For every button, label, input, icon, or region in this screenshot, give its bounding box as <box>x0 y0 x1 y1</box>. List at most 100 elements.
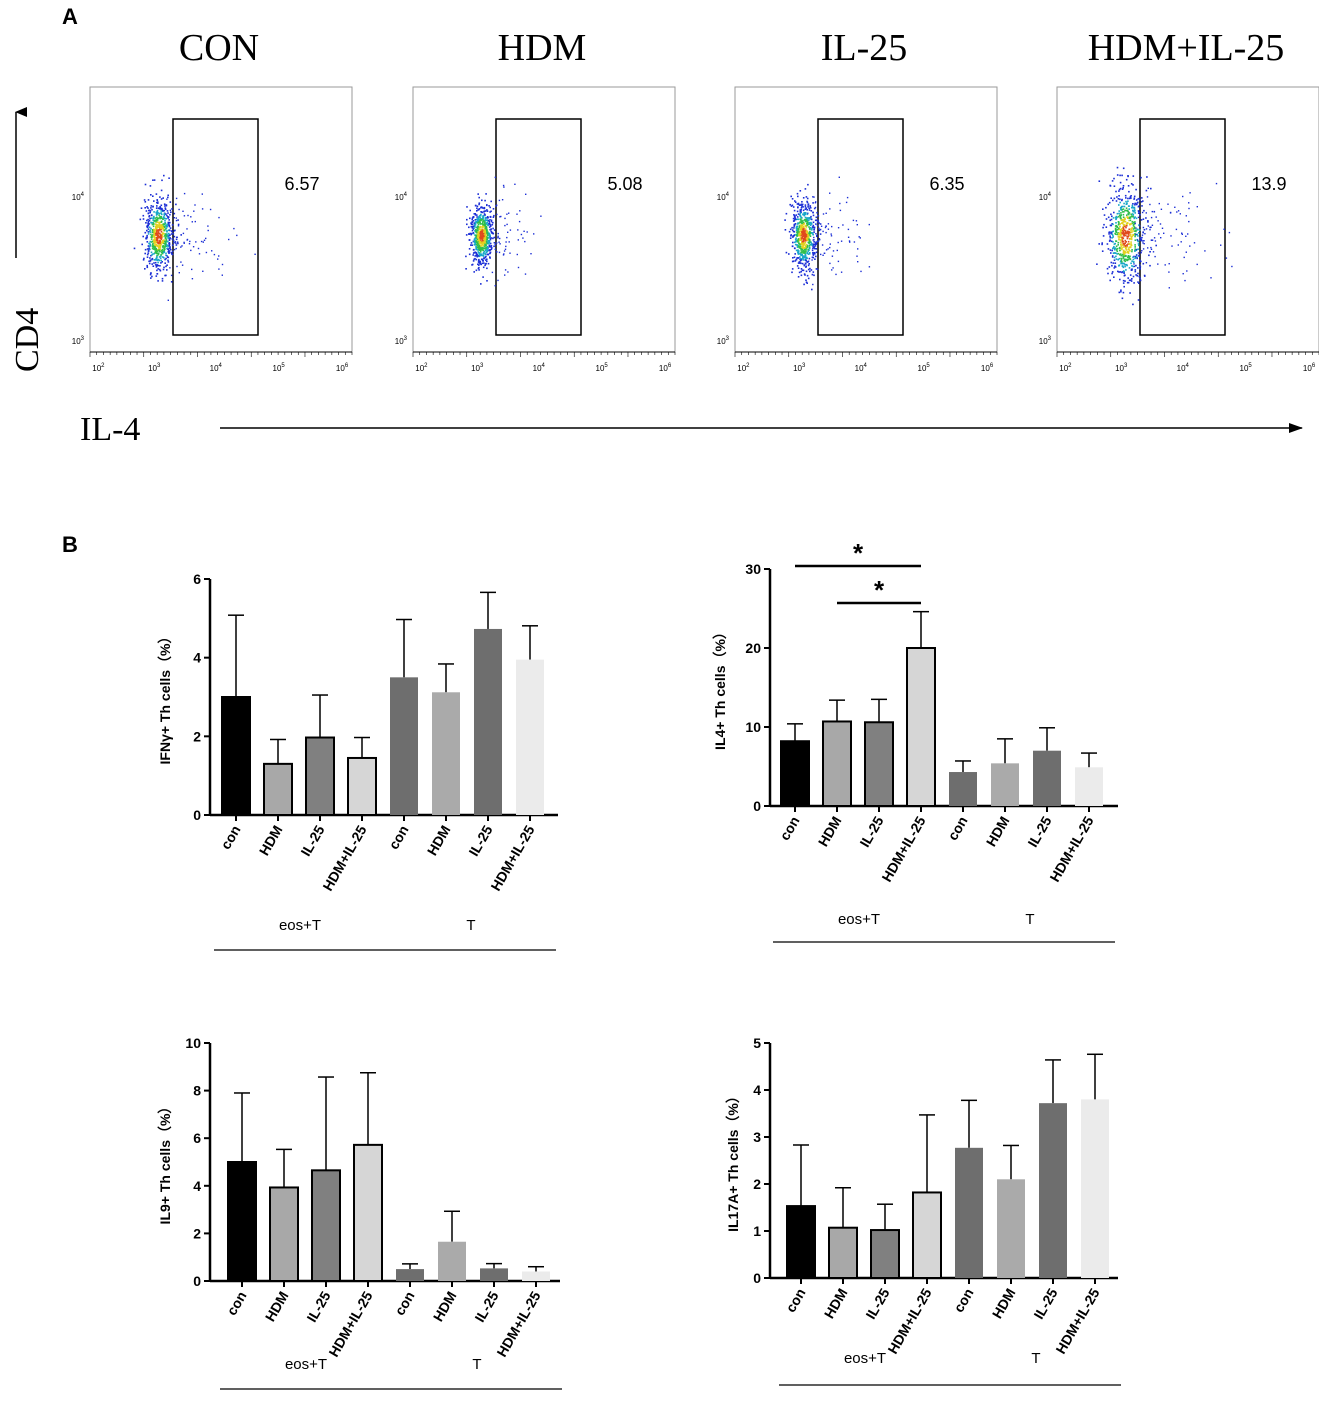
group-label-t: T <box>1031 1350 1040 1367</box>
y-tick-label: 4 <box>193 650 201 666</box>
y-axis-label: IL9+ Th cells（%） <box>157 1100 173 1225</box>
flow-plot-title: HDM+IL-25 <box>1088 27 1285 69</box>
y-tick-label: 6 <box>193 571 201 587</box>
x-tick-label: HDM+IL-25 <box>493 1288 543 1359</box>
bar <box>828 1226 858 1279</box>
bar <box>390 677 418 815</box>
flow-y-tick-label: 103 <box>72 336 85 346</box>
gate-rectangle <box>172 118 259 336</box>
flow-y-tick-label: 104 <box>72 192 85 202</box>
il4-axis-label: IL-4 <box>80 411 140 448</box>
panel-b-label: B <box>62 532 78 557</box>
x-tick-label: HDM <box>821 1286 851 1322</box>
bar <box>1081 1099 1109 1278</box>
x-tick-label: HDM <box>262 1289 292 1325</box>
flow-x-tick-label: 105 <box>596 363 609 373</box>
bar <box>516 659 544 815</box>
flow-plot-3: IL-25 102 103 104 105 106 104 103 6.35 <box>717 27 998 373</box>
bar <box>955 1147 983 1278</box>
y-tick-label: 6 <box>193 1130 201 1146</box>
x-tick-label: HDM+IL-25 <box>1052 1285 1102 1356</box>
x-tick-label: HDM+IL-25 <box>1046 813 1096 884</box>
flow-plot-title: HDM <box>498 27 587 69</box>
bar <box>480 1268 508 1281</box>
significance-star: * <box>874 575 885 605</box>
flow-events <box>133 174 256 301</box>
bar <box>1039 1103 1067 1278</box>
flow-x-tick-label: 104 <box>533 363 546 373</box>
flow-x-tick-label: 104 <box>1177 363 1190 373</box>
x-tick-label: IL-25 <box>471 1288 501 1324</box>
group-label-t: T <box>472 1356 481 1373</box>
y-tick-label: 0 <box>753 798 761 814</box>
bar <box>786 1205 816 1279</box>
flow-plot-title: IL-25 <box>821 27 908 69</box>
bar <box>949 772 977 806</box>
flow-y-tick-label: 103 <box>395 336 408 346</box>
y-tick-label: 0 <box>193 807 201 823</box>
flow-y-tick-label: 104 <box>717 192 730 202</box>
x-tick-label: IL-25 <box>1024 813 1054 849</box>
bar <box>353 1143 383 1283</box>
x-tick-label: IL-25 <box>297 822 327 858</box>
x-tick-label: con <box>776 814 802 844</box>
x-tick-label: con <box>217 823 243 853</box>
x-tick-label: HDM+IL-25 <box>487 822 537 893</box>
x-tick-label: HDM <box>256 823 286 859</box>
flow-y-tick-label: 103 <box>1039 336 1052 346</box>
gate-rectangle <box>1139 118 1226 336</box>
x-tick-label: con <box>782 1286 808 1316</box>
y-tick-label: 5 <box>753 1035 761 1051</box>
flow-events <box>1096 166 1233 306</box>
y-tick-label: 10 <box>745 719 761 735</box>
flow-x-tick-label: 106 <box>659 363 672 373</box>
flow-x-tick-label: 103 <box>471 363 484 373</box>
x-tick-label: con <box>223 1289 249 1319</box>
y-tick-label: 30 <box>745 561 761 577</box>
flow-y-tick-label: 104 <box>1039 192 1052 202</box>
x-tick-label: con <box>391 1289 417 1319</box>
flow-x-tick-label: 106 <box>981 363 994 373</box>
bar <box>906 647 936 807</box>
gate-percentage: 6.35 <box>929 174 964 194</box>
bar <box>269 1186 299 1282</box>
y-tick-label: 2 <box>193 1225 201 1241</box>
x-tick-label: HDM+IL-25 <box>325 1288 375 1359</box>
significance-star: * <box>853 538 864 568</box>
x-tick-label: HDM+IL-25 <box>319 822 369 893</box>
bar <box>780 740 810 807</box>
x-tick-label: con <box>385 823 411 853</box>
bar <box>263 762 293 816</box>
y-tick-label: 8 <box>193 1083 201 1099</box>
flow-x-tick-label: 103 <box>1115 363 1128 373</box>
y-tick-label: 3 <box>753 1129 761 1145</box>
gate-percentage: 6.57 <box>284 174 319 194</box>
y-tick-label: 0 <box>753 1270 761 1286</box>
panel-a-flow-plots: CON 102 103 104 105 106 104 103 6.57 HDM 102 103 104… <box>72 27 1319 373</box>
x-tick-label: HDM <box>815 814 845 850</box>
flow-x-tick-label: 102 <box>415 363 428 373</box>
flow-plot-1: CON 102 103 104 105 106 104 103 6.57 <box>72 27 353 373</box>
x-tick-label: IL-25 <box>303 1288 333 1324</box>
flow-y-tick-label: 103 <box>717 336 730 346</box>
x-tick-label: IL-25 <box>856 813 886 849</box>
bar <box>474 628 502 815</box>
x-tick-label: HDM <box>989 1286 1019 1322</box>
flow-x-tick-label: 102 <box>92 363 105 373</box>
y-axis-label: IL4+ Th cells（%） <box>712 625 728 750</box>
bar <box>227 1161 257 1282</box>
group-label-eos-t: eos+T <box>279 917 321 934</box>
x-tick-label: HDM+IL-25 <box>878 813 928 884</box>
x-tick-label: HDM <box>430 1289 460 1325</box>
bar <box>438 1241 466 1281</box>
flow-plot-title: CON <box>179 27 259 69</box>
group-label-eos-t: eos+T <box>285 1356 327 1373</box>
flow-x-tick-label: 105 <box>1240 363 1253 373</box>
flow-x-tick-label: 105 <box>918 363 931 373</box>
flow-events <box>465 176 542 287</box>
bar <box>396 1269 424 1281</box>
